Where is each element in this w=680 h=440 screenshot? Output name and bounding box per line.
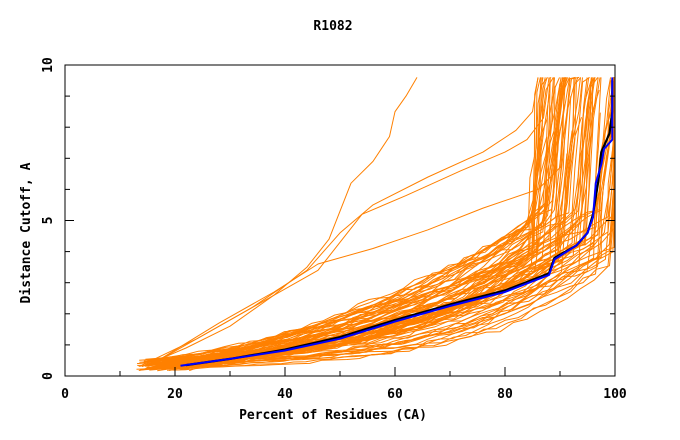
highlight-curve-black (185, 80, 614, 367)
x-tick-label: 0 (61, 387, 69, 402)
model-curve-outlier (147, 77, 550, 368)
y-tick-label: 5 (41, 217, 56, 225)
model-curve (148, 77, 579, 368)
model-curve (172, 77, 564, 360)
model-curve (180, 85, 556, 363)
model-curve (141, 77, 544, 371)
model-curve-outlier (141, 77, 539, 366)
model-curve (152, 77, 615, 362)
model-curve-outlier (141, 77, 418, 368)
x-tick-label: 40 (277, 387, 293, 402)
x-tick-label: 20 (167, 387, 183, 402)
model-curve-outlier (152, 77, 566, 365)
model-curve (182, 77, 567, 365)
model-curve (170, 112, 601, 365)
highlight-curve-blue (180, 77, 614, 367)
model-curve (161, 77, 564, 362)
x-axis-label: Percent of Residues (CA) (239, 408, 427, 423)
chart-title: R1082 (313, 19, 352, 34)
y-tick-label: 10 (41, 57, 56, 73)
x-tick-label: 60 (387, 387, 403, 402)
series-layer (136, 76, 616, 372)
model-curve (144, 136, 548, 367)
model-curve (178, 77, 595, 366)
model-curve (147, 77, 575, 370)
y-tick-label: 0 (41, 372, 56, 380)
x-tick-label: 100 (603, 387, 627, 402)
y-axis-label: Distance Cutoff, A (19, 162, 34, 303)
tick-layer: 0 20 40 60 80 100 0 5 10 (41, 57, 627, 402)
model-curve (145, 77, 615, 360)
x-tick-label: 80 (497, 387, 513, 402)
model-curve (179, 76, 580, 366)
